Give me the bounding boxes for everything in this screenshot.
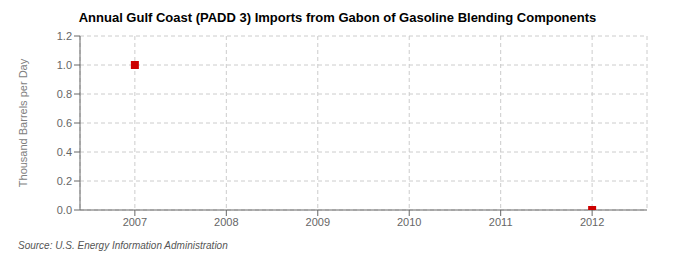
svg-text:0.2: 0.2 <box>57 175 72 187</box>
html-text:Source: U.S. Energy Informatio: Source: U.S. Energy Information Administ… <box>18 240 228 251</box>
svg-text:1.2: 1.2 <box>57 30 72 42</box>
svg-text:2011: 2011 <box>489 216 513 228</box>
svg-text:2009: 2009 <box>306 216 330 228</box>
svg-text:2008: 2008 <box>214 216 238 228</box>
svg-text:2010: 2010 <box>397 216 421 228</box>
html-text:Annual Gulf Coast (PADD 3) Imp: Annual Gulf Coast (PADD 3) Imports from … <box>78 10 597 25</box>
svg-text:2007: 2007 <box>123 216 147 228</box>
svg-text:0.0: 0.0 <box>57 204 72 216</box>
svg-text:0.6: 0.6 <box>57 117 72 129</box>
svg-text:0.8: 0.8 <box>57 88 72 100</box>
svg-text:1.0: 1.0 <box>57 59 72 71</box>
svg-text:0.4: 0.4 <box>57 146 72 158</box>
svg-text:Thousand Barrels per Day: Thousand Barrels per Day <box>17 58 29 187</box>
svg-text:2012: 2012 <box>580 216 604 228</box>
